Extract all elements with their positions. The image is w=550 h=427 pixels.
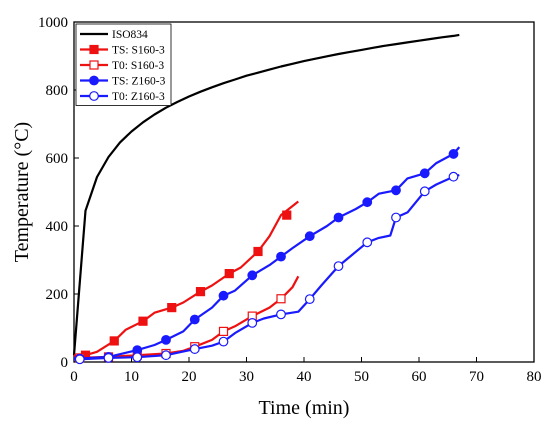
data-point [167, 303, 177, 313]
y-tick-label: 0 [61, 355, 69, 371]
data-point [304, 294, 315, 305]
legend-marker [89, 60, 99, 70]
data-point [448, 171, 459, 182]
legend: ISO834 TS: S160-3 T0: S160-3 TS: Z160-3 T0: … [75, 23, 172, 106]
series-3 [73, 146, 461, 364]
data-point [419, 186, 430, 197]
series-layer [72, 33, 461, 365]
data-point [189, 344, 200, 354]
x-tick-label: 0 [70, 369, 78, 385]
y-tick-label: 400 [46, 219, 69, 235]
legend-marker [89, 44, 99, 55]
series-line [74, 173, 460, 361]
data-point [391, 212, 401, 223]
data-point [362, 237, 373, 248]
series-4 [74, 171, 460, 365]
x-tick-label: 80 [527, 369, 542, 385]
series-line [73, 200, 299, 357]
data-point [103, 353, 114, 363]
data-point [109, 336, 119, 346]
data-point [218, 326, 229, 336]
x-tick-label: 50 [354, 369, 369, 385]
series-1 [73, 200, 299, 360]
y-tick-label: 1000 [38, 15, 68, 31]
data-point [161, 350, 171, 361]
legend-label: ISO834 [112, 29, 148, 41]
data-point [224, 269, 234, 279]
data-point [189, 314, 200, 325]
series-line [72, 33, 460, 356]
data-point [218, 290, 229, 301]
data-point [448, 149, 459, 159]
legend-label: TS: S160-3 [112, 45, 165, 57]
legend-entry: TS: Z160-3 [80, 76, 166, 88]
data-point [247, 270, 258, 281]
legend-entry: TS: S160-3 [80, 45, 165, 57]
y-tick-label: 200 [46, 287, 69, 303]
legend-entry: ISO834 [80, 29, 148, 41]
data-point [362, 197, 373, 208]
y-axis-label: Temperature (°C) [11, 122, 33, 262]
y-tick-label: 600 [46, 151, 69, 167]
y-tick-label: 800 [46, 83, 69, 99]
x-tick-label: 30 [239, 369, 254, 385]
data-point [138, 316, 148, 326]
x-tick-label: 20 [182, 369, 197, 385]
legend-entry: T0: Z160-3 [80, 91, 165, 103]
data-point [276, 294, 286, 304]
data-point [132, 352, 143, 363]
data-point [419, 168, 430, 179]
x-tick-label: 10 [124, 369, 139, 385]
data-point [304, 231, 315, 242]
x-tick-label: 70 [469, 369, 484, 385]
legend-entry: T0: S160-3 [80, 60, 164, 72]
data-point [276, 251, 286, 262]
x-axis-label: Time (min) [259, 397, 350, 419]
data-point [218, 336, 229, 347]
data-point [276, 309, 286, 320]
data-point [253, 246, 263, 257]
series-0 [72, 33, 460, 356]
data-point [391, 185, 401, 196]
legend-label: T0: S160-3 [112, 60, 164, 72]
legend-label: TS: Z160-3 [112, 76, 166, 88]
legend-marker [89, 91, 99, 101]
data-point [247, 318, 258, 328]
data-point [195, 287, 206, 297]
x-tick-label: 60 [412, 369, 427, 385]
data-point [74, 354, 85, 365]
data-point [333, 261, 344, 272]
legend-label: T0: Z160-3 [112, 91, 165, 103]
data-point [282, 210, 292, 220]
data-point [333, 212, 344, 223]
x-tick-label: 40 [297, 369, 312, 385]
legend-marker [89, 75, 99, 86]
data-point [161, 335, 171, 345]
